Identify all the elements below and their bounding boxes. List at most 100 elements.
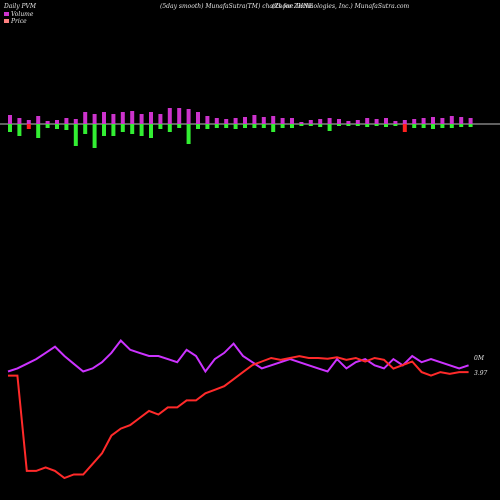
volume-bar-up xyxy=(139,114,144,124)
volume-bars xyxy=(8,108,473,148)
volume-bar-down xyxy=(205,124,210,129)
volume-bar-down xyxy=(431,124,435,129)
volume-bar-down xyxy=(186,124,191,144)
volume-bar-down xyxy=(271,124,276,132)
volume-bar-down xyxy=(449,124,454,128)
volume-bar-down xyxy=(130,124,135,134)
legend-volume-label: Volume xyxy=(11,11,34,18)
volume-bar-up xyxy=(402,120,407,124)
chart-title-center: (5day smooth) MunafaSutra(TM) charts for… xyxy=(160,3,314,10)
volume-bar-down xyxy=(402,124,407,132)
volume-bar-up xyxy=(431,117,435,124)
volume-bar-down xyxy=(261,124,266,128)
volume-bar-down xyxy=(120,124,125,132)
volume-bar-up xyxy=(8,115,12,124)
volume-bar-down xyxy=(440,124,445,128)
volume-bar-up xyxy=(102,112,106,124)
volume-bar-up xyxy=(224,119,229,124)
volume-bar-up xyxy=(55,120,59,124)
volume-bar-down xyxy=(393,124,398,126)
legend-volume-swatch xyxy=(4,12,9,16)
volume-bar-up xyxy=(337,119,341,124)
volume-bar-down xyxy=(17,124,22,136)
volume-bar-up xyxy=(233,118,238,124)
price-last-label: 3.97 xyxy=(474,370,488,377)
volume-bar-up xyxy=(468,118,473,124)
volume-bar-up xyxy=(214,118,219,124)
volume-bar-up xyxy=(130,111,135,124)
volume-bar-down xyxy=(252,124,257,128)
volume-bar-up xyxy=(327,118,332,124)
volume-bar-down xyxy=(224,124,229,128)
volume-bar-down xyxy=(102,124,106,136)
volume-bar-up xyxy=(271,116,276,124)
volume-bar-down xyxy=(26,124,31,129)
volume-last-label: 0M xyxy=(474,355,485,362)
volume-bar-down xyxy=(149,124,153,138)
legend-price-label: Price xyxy=(10,18,27,25)
volume-bar-up xyxy=(64,118,69,124)
volume-bar-up xyxy=(196,112,200,124)
chart-title-left: Daily PVM xyxy=(3,3,37,10)
volume-bar-down xyxy=(459,124,464,127)
volume-bar-down xyxy=(468,124,473,127)
volume-bar-up xyxy=(355,120,360,124)
volume-bar-down xyxy=(73,124,78,146)
volume-bar-up xyxy=(393,121,398,124)
volume-bar-down xyxy=(318,124,323,127)
volume-bar-down xyxy=(243,124,247,128)
volume-bar-down xyxy=(111,124,116,136)
volume-bar-down xyxy=(55,124,59,129)
volume-bar-down xyxy=(337,124,341,126)
volume-bar-up xyxy=(261,117,266,124)
legend-price-swatch xyxy=(4,19,9,23)
volume-bar-down xyxy=(384,124,388,127)
volume-bar-up xyxy=(252,115,257,124)
volume-bar-down xyxy=(196,124,200,129)
volume-bar-up xyxy=(459,117,464,124)
volume-bar-up xyxy=(384,118,388,124)
volume-bar-down xyxy=(177,124,182,128)
volume-bar-up xyxy=(83,112,88,124)
volume-bar-down xyxy=(280,124,285,128)
volume-bar-up xyxy=(374,119,379,124)
volume-bar-up xyxy=(120,112,125,124)
volume-bar-down xyxy=(374,124,379,126)
volume-bar-down xyxy=(346,124,351,126)
volume-bar-down xyxy=(92,124,97,148)
price-line xyxy=(8,355,469,480)
volume-bar-down xyxy=(36,124,41,138)
volume-bar-up xyxy=(92,114,97,124)
volume-bar-down xyxy=(299,124,304,126)
volume-bar-down xyxy=(308,124,313,126)
volume-bar-down xyxy=(355,124,360,126)
volume-bar-up xyxy=(167,108,172,124)
volume-bar-up xyxy=(186,109,191,124)
chart-title-right: (Zhone Technologies, Inc.) MunafaSutra.c… xyxy=(272,3,410,10)
volume-bar-up xyxy=(26,120,31,124)
volume-bar-up xyxy=(308,120,313,124)
volume-bar-down xyxy=(214,124,219,128)
volume-bar-up xyxy=(177,108,182,124)
volume-bar-up xyxy=(449,116,454,124)
volume-bar-down xyxy=(64,124,69,130)
volume-bar-down xyxy=(45,124,50,128)
volume-bar-up xyxy=(280,118,285,124)
volume-bar-down xyxy=(421,124,426,128)
legend: Volume Price xyxy=(4,11,34,25)
volume-bar-up xyxy=(365,118,370,124)
volume-line xyxy=(7,338,469,374)
volume-bar-up xyxy=(111,114,116,124)
volume-bar-down xyxy=(8,124,12,132)
volume-bar-up xyxy=(45,121,50,124)
volume-bar-down xyxy=(83,124,88,134)
volume-bar-up xyxy=(290,118,294,124)
volume-bar-down xyxy=(290,124,294,128)
volume-bar-down xyxy=(158,124,163,129)
volume-bar-up xyxy=(149,112,153,124)
volume-bar-up xyxy=(158,114,163,124)
volume-bar-down xyxy=(167,124,172,132)
volume-bar-up xyxy=(421,118,426,124)
volume-bar-down xyxy=(365,124,370,127)
